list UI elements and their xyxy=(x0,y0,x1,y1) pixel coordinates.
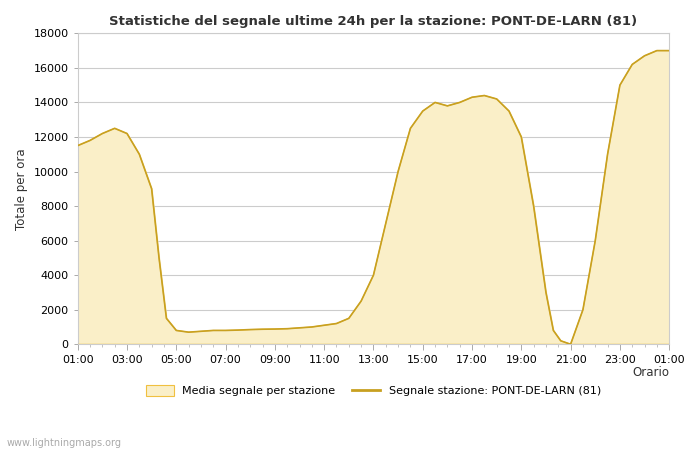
Text: Orario: Orario xyxy=(632,366,669,379)
Legend: Media segnale per stazione, Segnale stazione: PONT-DE-LARN (81): Media segnale per stazione, Segnale staz… xyxy=(141,381,606,401)
Text: www.lightningmaps.org: www.lightningmaps.org xyxy=(7,438,122,448)
Title: Statistiche del segnale ultime 24h per la stazione: PONT-DE-LARN (81): Statistiche del segnale ultime 24h per l… xyxy=(109,15,638,28)
Y-axis label: Totale per ora: Totale per ora xyxy=(15,148,28,230)
